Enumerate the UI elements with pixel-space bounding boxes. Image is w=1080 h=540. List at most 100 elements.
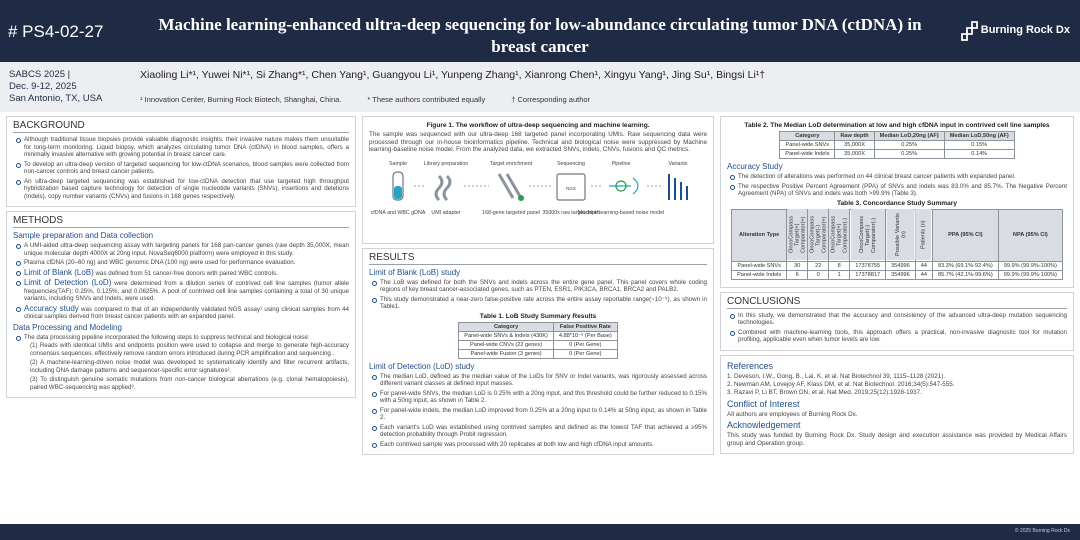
header: # PS4-02-27 Machine learning-enhanced ul… bbox=[0, 0, 1080, 62]
middle-column: Figure 1. The workflow of ultra-deep seq… bbox=[362, 116, 714, 520]
accuracy-section: Table 2. The Median LoD determination at… bbox=[720, 116, 1074, 288]
conference-info: SABCS 2025 | Dec. 9-12, 2025 San Antonio… bbox=[0, 62, 128, 112]
figure-title: Figure 1. The workflow of ultra-deep seq… bbox=[426, 122, 650, 129]
table-cell: 0 (Per Gene) bbox=[552, 339, 618, 350]
bullet-lead: Limit of Detection (LoD) bbox=[24, 278, 112, 287]
column-header: OncoCompass Target(+) Comparator(+) bbox=[786, 209, 808, 261]
right-column: Table 2. The Median LoD determination at… bbox=[720, 116, 1074, 520]
bullet: An ultra-deep targeted sequencing was es… bbox=[16, 177, 349, 200]
conclusions-section: CONCLUSIONS In this study, we demonstrat… bbox=[720, 291, 1074, 351]
bullet: (3) To distinguish genuine somatic mutat… bbox=[30, 376, 349, 391]
sequencer-icon bbox=[556, 173, 586, 201]
bullet-list: The detection of alterations was perform… bbox=[727, 173, 1067, 198]
table-cell: 22 bbox=[807, 260, 830, 271]
table-row: Panel-wide Indels 35,000X 0.25% 0.14% bbox=[779, 149, 1015, 159]
bullet-text: The data processing pipeline incorporate… bbox=[24, 333, 310, 341]
bullet: Accuracy study was compared to that of a… bbox=[16, 303, 349, 321]
bullet: Although traditional tissue biopsies pro… bbox=[16, 136, 349, 158]
icons bbox=[392, 171, 688, 201]
table-title: Table 1. LoB Study Summary Results bbox=[479, 312, 597, 320]
table-title: Table 2. The Median LoD determination at… bbox=[744, 122, 1050, 129]
bullet: The data processing pipeline incorporate… bbox=[16, 333, 349, 392]
step-note: 35000x raw target depth bbox=[542, 210, 599, 216]
subheading: Acknowledgement bbox=[727, 420, 801, 431]
column-header: OncoCompass Target(+) Comparator(-) bbox=[828, 209, 850, 261]
copyright: © 2025 Burning Rock Dx bbox=[1014, 528, 1070, 534]
table-cell: 4.88*10⁻⁶ (Per Base) bbox=[552, 330, 618, 341]
bait-icon bbox=[518, 194, 524, 201]
step-label: Pipeline bbox=[612, 161, 631, 167]
dna-icon bbox=[497, 173, 523, 199]
table-cell: Panel-wide CNVs (22 genes) bbox=[458, 339, 554, 350]
column-header: False Positive Rate bbox=[552, 321, 618, 332]
bullet: For panel-wide indels, the median LoD im… bbox=[372, 406, 707, 422]
references-section: References 1. Deveson, I.W., Gong, B., L… bbox=[720, 354, 1074, 455]
table-row: Panel-wide Indels 6 0 1 17378817 354996 44 85.7… bbox=[731, 269, 1063, 280]
subheading: Data Processing and Modeling bbox=[13, 322, 122, 332]
bullet-list: The median LoD, defined as the median va… bbox=[369, 373, 707, 449]
sub-list: (1) Reads with identical UMIs and endpoi… bbox=[24, 342, 349, 391]
variants-icon bbox=[668, 173, 688, 200]
results-section: RESULTS Limit of Blank (LoB) study The L… bbox=[362, 247, 714, 456]
footer: © 2025 Burning Rock Dx bbox=[0, 524, 1080, 540]
table: Alteration Type OncoCompass Target(+) Com… bbox=[731, 208, 1063, 280]
bullet: Each contrived sample was processed with… bbox=[372, 441, 707, 449]
subheading: Sample preparation and Data collection bbox=[13, 231, 154, 240]
table-cell: Panel-wide SNVs bbox=[731, 260, 788, 271]
table-cell: 17378755 bbox=[849, 260, 887, 271]
table-cell: 99.9% (99.9%-100%) bbox=[997, 269, 1063, 280]
header-row: Alteration Type OncoCompass Target(+) Com… bbox=[731, 208, 1063, 262]
dna-icon bbox=[434, 174, 452, 201]
section-heading: METHODS bbox=[13, 215, 349, 228]
table-cell: 35,000X bbox=[834, 149, 875, 159]
methods-section: METHODS Sample preparation and Data coll… bbox=[6, 211, 356, 398]
step-label: Sample bbox=[389, 161, 407, 167]
bullet: Limit of Blank (LoB) was defined from 51… bbox=[16, 268, 349, 278]
figure-text: The sample was sequenced with our ultra-… bbox=[369, 131, 707, 154]
step-label: Library preparation bbox=[424, 161, 469, 167]
section-heading: RESULTS bbox=[369, 252, 707, 265]
table-cell: 99.9% (99.9%-100%) bbox=[997, 260, 1063, 271]
table-cell: 17378817 bbox=[849, 269, 887, 280]
bullet-list: The LoB was defined for both the SNVs an… bbox=[369, 279, 707, 311]
bullet-lead: Accuracy study bbox=[24, 303, 79, 313]
table-cell: 6 bbox=[786, 269, 809, 280]
reference: 3. Razavi P, Li BT, Brown DN, et al. Nat… bbox=[727, 388, 922, 396]
table-cell: 0.25% bbox=[873, 149, 945, 159]
column-header: Median LoD,20ng (AF) bbox=[873, 131, 945, 141]
step-note: UMI adapter bbox=[431, 210, 460, 216]
corresponding-note: † Corresponding author bbox=[511, 95, 591, 104]
bullet: Combined with machine-learning tools, th… bbox=[730, 328, 1067, 343]
table-cell: Panel-wide SNVs & Indels (430K) bbox=[458, 330, 554, 341]
table-cell: 44 bbox=[914, 269, 934, 280]
column-header: Patients (n) bbox=[915, 209, 933, 261]
affiliation: ¹ Innovation Center, Burning Rock Biotec… bbox=[140, 95, 342, 104]
header-row: Category False Positive Rate bbox=[458, 321, 618, 332]
poster-id: # PS4-02-27 bbox=[8, 22, 104, 41]
subheading: References bbox=[727, 360, 774, 371]
table-cell: 0.15% bbox=[943, 140, 1015, 150]
subheading: Conflict of Interest bbox=[727, 398, 800, 409]
ngs-label: NGS bbox=[566, 186, 576, 191]
bullet: To develop an ultra-deep version of targ… bbox=[16, 160, 349, 175]
step-label: Sequencing bbox=[557, 161, 585, 167]
dates: Dec. 9-12, 2025 bbox=[9, 81, 77, 92]
table-cell: 0 (Per Gene) bbox=[552, 348, 618, 359]
table-cell: Panel-wide Indels bbox=[779, 149, 836, 159]
table-row: Panel-wide SNVs 30 22 8 17378755 354996 44 83.3… bbox=[731, 260, 1063, 271]
workflow-figure: NGS Sample Library preparation Target enri… bbox=[371, 161, 688, 216]
figure-section: Figure 1. The workflow of ultra-deep seq… bbox=[362, 116, 714, 244]
acknowledgement-text: This study was funded by Burning Rock Dx… bbox=[727, 432, 1067, 447]
location: San Antonio, TX, USA bbox=[9, 93, 103, 104]
bullet-text: was defined from 51 cancer-free donors w… bbox=[93, 269, 278, 277]
tube-fill bbox=[394, 185, 402, 199]
table-cell: 354996 bbox=[885, 260, 916, 271]
column-header: OncoCompass Target(-) Comparator(-) bbox=[849, 209, 886, 261]
table-cell: Panel-wide SNVs bbox=[779, 140, 836, 150]
bullet: This study demonstrated a near-zero fals… bbox=[372, 295, 707, 311]
table-title: Table 3. Concordance Study Summary bbox=[836, 199, 958, 207]
column-header: Category bbox=[458, 321, 554, 332]
column-header: OncoCompass Target(-) Comparator(+) bbox=[807, 209, 829, 261]
header-row: Category Raw depth Median LoD,20ng (AF) Med… bbox=[779, 131, 1015, 141]
